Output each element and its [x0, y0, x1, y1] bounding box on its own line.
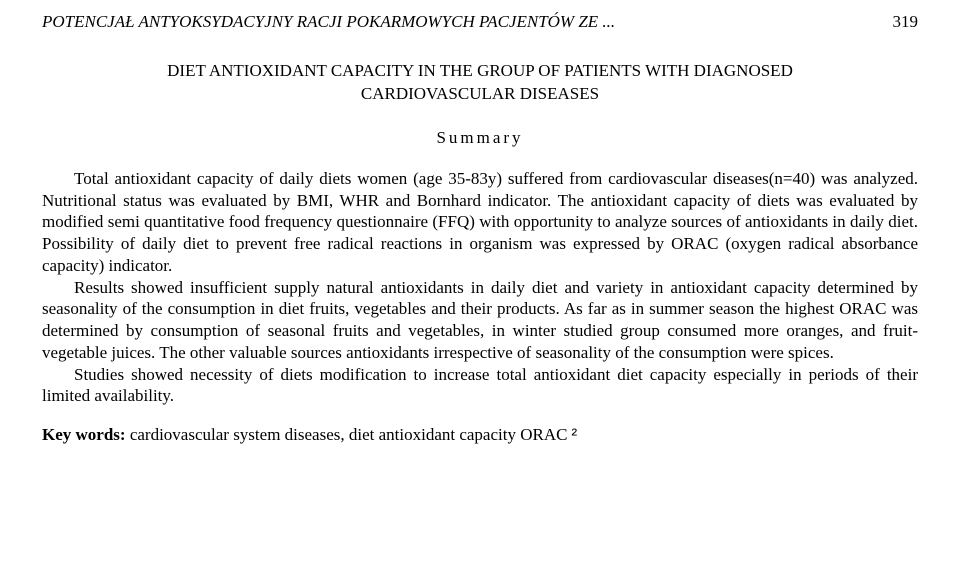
summary-label: Summary — [42, 128, 918, 148]
article-title: DIET ANTIOXIDANT CAPACITY IN THE GROUP O… — [42, 60, 918, 106]
summary-paragraph-2: Results showed insufficient supply natur… — [42, 277, 918, 364]
summary-paragraph-3: Studies showed necessity of diets modifi… — [42, 364, 918, 408]
title-line-1: DIET ANTIOXIDANT CAPACITY IN THE GROUP O… — [167, 61, 793, 80]
running-title: POTENCJAŁ ANTYOKSYDACYJNY RACJI POKARMOW… — [42, 12, 615, 32]
page-number: 319 — [893, 12, 919, 32]
end-mark-icon: ² — [571, 425, 577, 444]
keywords-label: Key words: — [42, 425, 126, 444]
summary-paragraph-1: Total antioxidant capacity of daily diet… — [42, 168, 918, 277]
keywords-line: Key words: cardiovascular system disease… — [42, 425, 918, 445]
title-line-2: CARDIOVASCULAR DISEASES — [361, 84, 599, 103]
running-header: POTENCJAŁ ANTYOKSYDACYJNY RACJI POKARMOW… — [42, 12, 918, 32]
page-container: POTENCJAŁ ANTYOKSYDACYJNY RACJI POKARMOW… — [0, 0, 960, 445]
keywords-text: cardiovascular system diseases, diet ant… — [130, 425, 568, 444]
